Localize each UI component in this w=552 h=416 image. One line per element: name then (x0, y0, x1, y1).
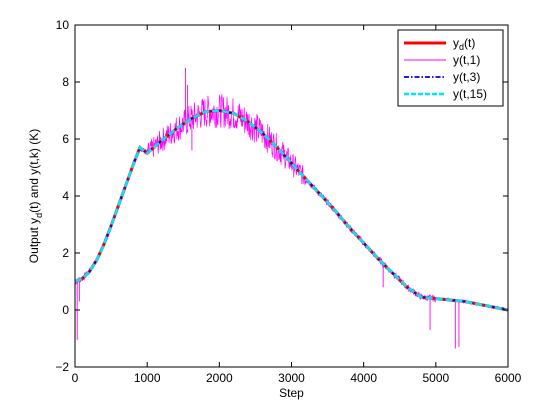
y-tick-label: 0 (62, 303, 69, 317)
y-tick-label: 8 (62, 75, 69, 89)
y-tick-label: 6 (62, 132, 69, 146)
legend-label: y(t,1) (453, 53, 480, 67)
y-axis-label-base: Output y (27, 218, 41, 263)
y-axis-label-sub: d (34, 213, 44, 218)
x-tick-label: 1000 (134, 371, 161, 385)
series-yd-line (75, 108, 508, 312)
x-tick-label: 5000 (422, 371, 449, 385)
y-tick-label: −2 (55, 360, 69, 374)
data-layer (75, 67, 508, 349)
x-tick-label: 4000 (350, 371, 377, 385)
y-axis-label-rest: (t) and y(t,k) (K) (27, 129, 41, 213)
series-y-t-1-line (75, 94, 508, 312)
y-tick-label: 10 (56, 18, 70, 32)
y-axis-label: Output yd(t) and y(t,k) (K) (27, 129, 44, 263)
x-tick-label: 3000 (278, 371, 305, 385)
legend-label: yd(t) (453, 36, 475, 52)
series-y-t-3-line (75, 109, 508, 311)
legend-label: y(t,3) (453, 70, 480, 84)
x-tick-label: 0 (72, 371, 79, 385)
legend: yd(t)y(t,1) y(t,3) y(t,15) (397, 29, 504, 107)
y-tick-label: 2 (62, 246, 69, 260)
legend-label: y(t,15) (453, 87, 487, 101)
x-tick-label: 2000 (206, 371, 233, 385)
series-y-t-15-line (75, 109, 508, 312)
x-axis-label: Step (279, 386, 304, 400)
y-tick-label: 4 (62, 189, 69, 203)
x-tick-label: 6000 (495, 371, 522, 385)
